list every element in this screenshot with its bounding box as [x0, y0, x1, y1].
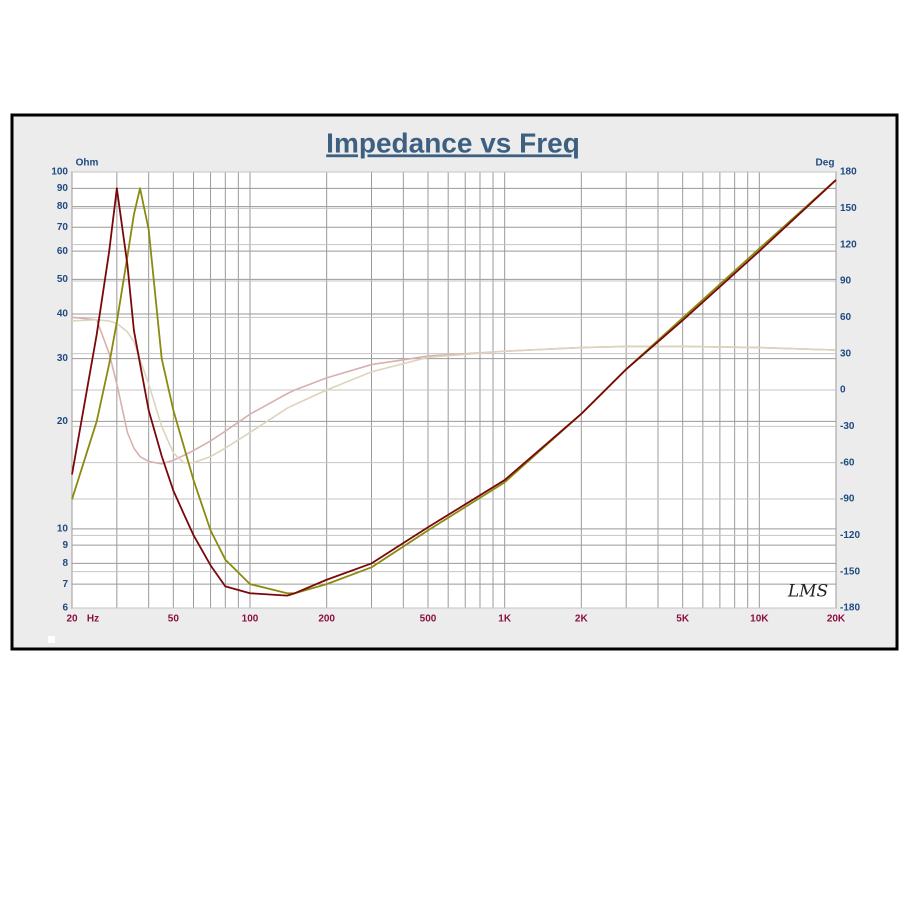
x-tick-label: 20K: [827, 614, 846, 625]
x-tick-label: 100: [242, 614, 259, 625]
y-tick-label: 30: [57, 353, 69, 364]
corner-box: [48, 636, 55, 643]
y-tick-label: 60: [57, 246, 69, 257]
watermark: LMS: [787, 582, 828, 602]
x-tick-label: 20: [66, 614, 78, 625]
x-axis-label: Hz: [87, 614, 99, 625]
y2-tick-label: -120: [840, 530, 860, 541]
y2-tick-label: 180: [840, 167, 857, 178]
y-tick-label: 9: [62, 540, 68, 551]
y2-axis-label: Deg: [816, 158, 835, 169]
y-tick-label: 7: [62, 579, 68, 590]
y-tick-label: 50: [57, 274, 69, 285]
y-tick-label: 6: [62, 603, 68, 614]
series-line: [71, 318, 837, 464]
chart-title: Impedance vs Freq: [326, 127, 580, 158]
y-tick-label: 70: [57, 222, 69, 233]
x-tick-label: 1K: [498, 614, 512, 625]
series-line: [71, 179, 837, 597]
y-tick-label: 100: [51, 167, 68, 178]
y2-tick-label: -150: [840, 566, 860, 577]
y2-tick-label: -180: [840, 603, 860, 614]
y-tick-label: 40: [57, 309, 69, 320]
y-axis-label: Ohm: [76, 158, 99, 169]
x-tick-label: 5K: [676, 614, 690, 625]
x-tick-label: 200: [318, 614, 335, 625]
y-tick-label: 80: [57, 201, 69, 212]
y-tick-label: 20: [57, 416, 69, 427]
y-tick-label: 10: [57, 523, 69, 534]
y2-tick-label: -30: [840, 421, 855, 432]
y-tick-label: 90: [57, 183, 69, 194]
y-tick-label: 8: [62, 558, 68, 569]
y2-tick-label: 90: [840, 276, 852, 287]
y2-tick-label: 60: [840, 312, 852, 323]
y2-tick-label: 150: [840, 203, 857, 214]
x-tick-label: 500: [420, 614, 437, 625]
y2-tick-label: 0: [840, 385, 846, 396]
y2-tick-label: 30: [840, 348, 852, 359]
y2-tick-label: -90: [840, 494, 855, 505]
x-tick-label: 10K: [750, 614, 769, 625]
y2-tick-label: -60: [840, 457, 855, 468]
y2-tick-label: 120: [840, 239, 857, 250]
x-tick-label: 50: [168, 614, 180, 625]
x-tick-label: 2K: [575, 614, 589, 625]
